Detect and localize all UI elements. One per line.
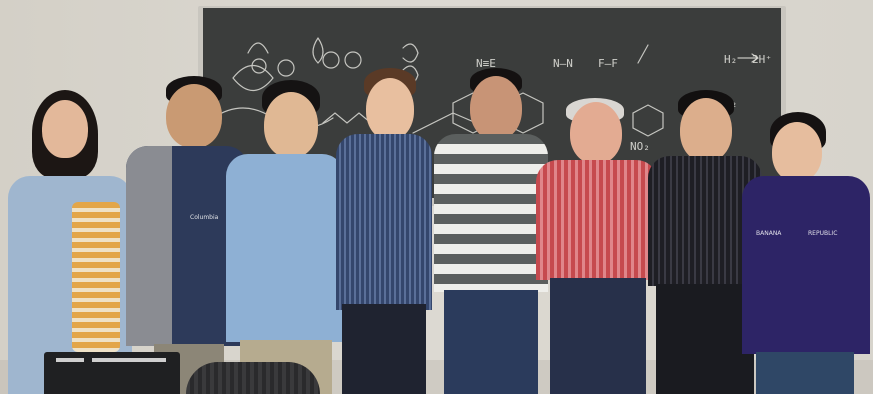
chalk-orbital-5 (312, 37, 324, 64)
chalk-arrow (737, 53, 760, 63)
person-woman-left (6, 90, 132, 394)
chalk-text-no2: NO₂ (630, 140, 650, 153)
chalk-orbital-2 (247, 42, 269, 54)
chalk-orbital-1 (232, 64, 274, 92)
chalk-orbital-8 (402, 43, 419, 63)
chalk-text-h2-top: H₂ (724, 53, 738, 66)
hoodie-logo-left: BANANA (756, 230, 782, 237)
face (42, 100, 88, 158)
jacket-logo: Columbia (190, 214, 219, 221)
face (366, 78, 414, 140)
person-man-glasses (226, 80, 344, 394)
face (680, 98, 732, 162)
face (264, 92, 318, 158)
dark-trousers (342, 304, 426, 394)
jeans (756, 352, 854, 394)
person-man-striped-shirt (432, 68, 550, 394)
chalk-text-ff: F–F (598, 57, 618, 70)
person-woman-hoodie: BANANA REPUBLIC (742, 112, 870, 394)
chalk-slash (637, 44, 649, 64)
face (470, 76, 522, 140)
striped-shirt (336, 134, 432, 310)
purple-hoodie (742, 176, 870, 354)
striped-polo (434, 134, 548, 292)
face (772, 122, 822, 182)
chalk-ring-3 (632, 104, 664, 137)
person-elderly-man (536, 96, 658, 394)
chalk-orbital-7 (344, 51, 362, 69)
face (570, 102, 622, 164)
chalk-text-ne: N≡E (476, 57, 496, 70)
blue-shirt (226, 154, 344, 342)
navy-trousers (550, 278, 646, 394)
computer-monitor (44, 352, 180, 394)
monitor-sticker-2 (92, 358, 166, 362)
face (166, 84, 222, 148)
person-man-curly-hair (336, 68, 436, 394)
red-checked-shirt (536, 160, 658, 280)
monitor-sticker-1 (56, 358, 84, 362)
mesh-chair-back (186, 362, 320, 394)
black-trousers (656, 284, 754, 394)
jeans (444, 290, 538, 394)
chalk-orbital-6 (322, 51, 340, 69)
jacket-sleeve (126, 146, 172, 346)
chalk-orbital-4 (277, 59, 295, 77)
chalk-text-nn: N–N (553, 57, 573, 70)
chalk-orbital-3 (251, 58, 267, 74)
hoodie-logo-right: REPUBLIC (808, 230, 838, 237)
striped-top (72, 202, 120, 352)
chalk-text-2h: 2H⁺ (752, 53, 772, 66)
